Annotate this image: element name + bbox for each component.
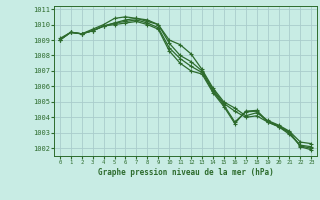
X-axis label: Graphe pression niveau de la mer (hPa): Graphe pression niveau de la mer (hPa) — [98, 168, 274, 177]
